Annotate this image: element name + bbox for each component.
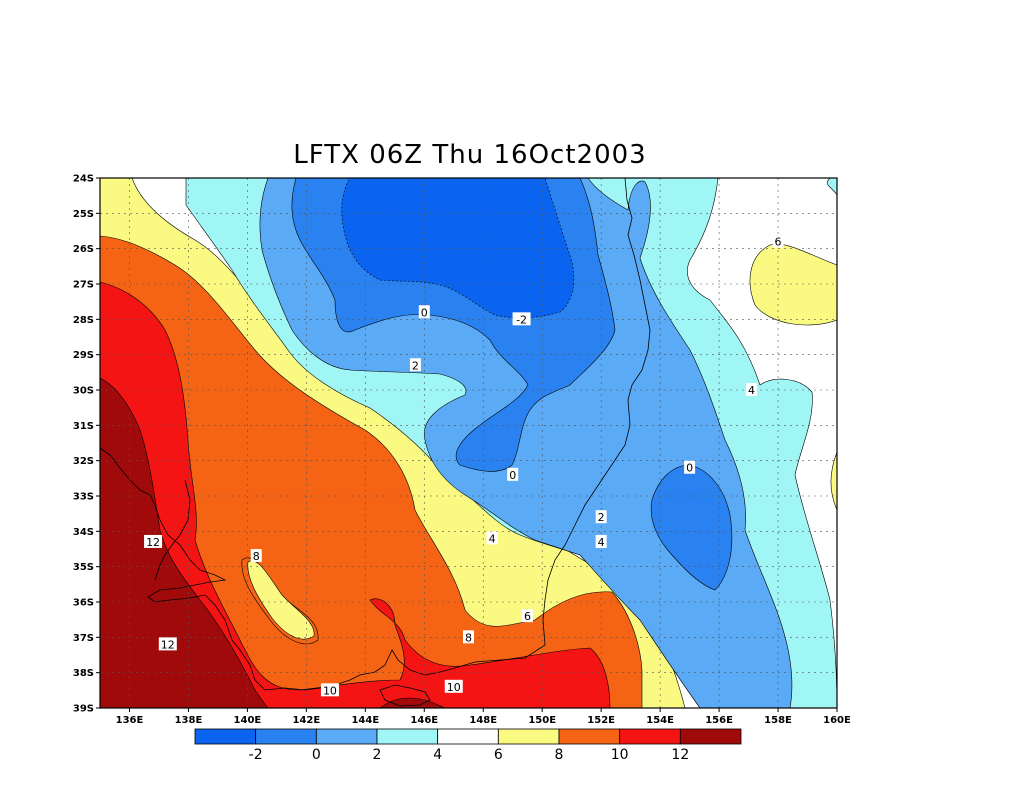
lon-label: 152E <box>587 715 615 726</box>
filled-contours <box>100 178 837 708</box>
lat-label: 24S <box>73 174 94 185</box>
colorbar-label: 8 <box>555 747 564 763</box>
lat-label: 32S <box>73 456 94 467</box>
lat-label: 31S <box>73 421 94 432</box>
lat-label: 33S <box>73 492 94 503</box>
colorbar-swatch <box>255 728 317 745</box>
colorbar-swatch <box>619 728 681 745</box>
lat-label: 25S <box>73 209 94 220</box>
lon-label: 140E <box>234 715 262 726</box>
colorbar-swatch <box>194 728 257 745</box>
lat-label: 36S <box>73 598 94 609</box>
colorbar-label: 6 <box>494 747 503 763</box>
contour-label: 4 <box>598 536 605 549</box>
contour-label: 12 <box>161 638 175 651</box>
colorbar-swatch <box>558 728 621 745</box>
contour-label-bg <box>409 358 421 372</box>
band-gt-12-south <box>379 697 446 708</box>
colorbar-label: 4 <box>433 747 442 763</box>
contour-label: 0 <box>686 462 693 475</box>
colorbar-label: 10 <box>611 747 629 763</box>
lat-label: 35S <box>73 562 94 573</box>
lon-label: 146E <box>410 715 438 726</box>
contour-label-bg <box>463 630 474 644</box>
contour-label: 6 <box>524 610 531 623</box>
colorbar-label: 12 <box>671 747 689 763</box>
band-lt-neg2 <box>341 178 575 319</box>
contour-label: 2 <box>598 511 605 524</box>
contour-label-bg <box>746 383 758 396</box>
contour-label: 0 <box>509 469 516 482</box>
colorbar-label: -2 <box>249 747 263 763</box>
lat-label: 38S <box>73 668 94 679</box>
contour-label: -2 <box>516 313 527 326</box>
lat-axis-labels: 24S 25S 26S 27S 28S 29S 30S 31S 32S 33S 34S 35S 36S 3… <box>73 174 100 715</box>
colorbar-swatch <box>437 728 499 745</box>
contour-label-bg <box>507 467 519 481</box>
map-title: LFTX 06Z Thu 16Oct2003 <box>293 140 647 170</box>
contour-label-bg <box>486 531 498 545</box>
contour-label-bg <box>320 683 339 697</box>
lon-label: 156E <box>705 715 733 726</box>
lon-label: 142E <box>293 715 321 726</box>
lon-label: 138E <box>175 715 203 726</box>
contour-labels: 6 0 -2 2 4 0 0 2 4 4 12 8 6 8 12 10 10 <box>144 234 784 697</box>
coastline <box>100 178 651 707</box>
contour-label: 8 <box>253 550 260 563</box>
colorbar: -2 0 2 4 6 8 10 12 <box>194 728 742 763</box>
plot-frame <box>99 177 838 709</box>
contour-label-bg <box>772 234 784 248</box>
lat-label: 26S <box>73 244 94 255</box>
contour-label-bg <box>595 510 607 524</box>
lon-label: 144E <box>351 715 379 726</box>
contour-label: 8 <box>465 631 472 644</box>
contour-label: 0 <box>421 306 428 319</box>
contour-label-bg <box>521 609 533 623</box>
lat-label: 37S <box>73 633 94 644</box>
colorbar-label: 2 <box>373 747 382 763</box>
contour-label-bg <box>512 312 531 326</box>
lat-label: 29S <box>73 350 94 361</box>
contour-label: 10 <box>323 684 337 697</box>
contour-label-bg <box>250 549 262 563</box>
contour-label-bg <box>158 637 177 651</box>
colorbar-label: 0 <box>312 747 321 763</box>
contour-label-bg <box>144 534 163 548</box>
colorbar-swatch <box>315 728 378 745</box>
contour-label-bg <box>595 534 607 548</box>
lat-label: 39S <box>73 704 94 715</box>
colorbar-swatch <box>376 728 439 745</box>
contour-label: 10 <box>447 681 461 694</box>
contour-label-bg <box>684 460 696 474</box>
lat-label: 28S <box>73 315 94 326</box>
lon-label: 148E <box>469 715 497 726</box>
contour-label-bg <box>444 679 463 693</box>
lon-label: 160E <box>823 715 851 726</box>
lat-label: 27S <box>73 280 94 291</box>
band-8-10 <box>100 235 643 708</box>
lon-label: 150E <box>528 715 556 726</box>
lon-label: 154E <box>646 715 674 726</box>
lon-label: 158E <box>764 715 792 726</box>
lon-axis-labels: 136E 138E 140E 142E 144E 146E 148E 150E 152E 154E… <box>116 708 851 726</box>
contour-label: 4 <box>748 384 755 397</box>
lon-label: 136E <box>116 715 144 726</box>
band-6-8-pocket <box>247 560 315 640</box>
contour-label: 6 <box>775 236 782 249</box>
contour-label: 12 <box>146 536 160 549</box>
colorbar-swatch <box>679 728 742 745</box>
colorbar-swatch <box>497 728 560 745</box>
contour-label-bg <box>418 305 430 319</box>
lat-label: 34S <box>73 527 94 538</box>
lat-label: 30S <box>73 386 94 397</box>
contour-label: 2 <box>412 359 419 372</box>
contour-label: 4 <box>489 532 496 545</box>
